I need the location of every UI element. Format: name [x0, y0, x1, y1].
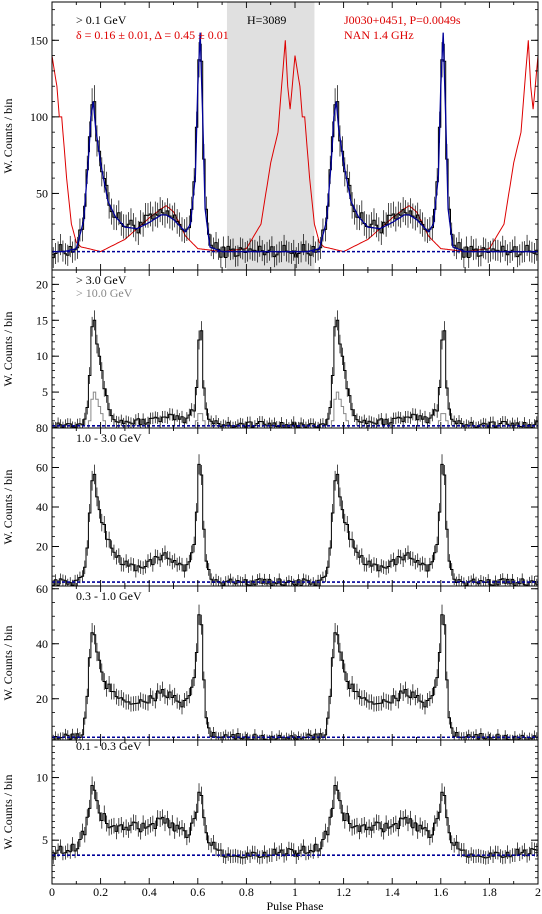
- y-tick-label: 5: [42, 385, 48, 399]
- gamma-profile-histogram: [52, 614, 538, 740]
- x-tick-label: 1.8: [482, 885, 497, 899]
- gamma-profile-histogram: [52, 319, 538, 428]
- y-axis-title: W. Counts / bin: [1, 312, 15, 387]
- h-test-label: H=3089: [247, 13, 286, 27]
- y-tick-label: 10: [36, 771, 48, 785]
- y-axis-title: W. Counts / bin: [1, 626, 15, 701]
- x-tick-label: 1.2: [336, 885, 351, 899]
- x-tick-label: 0.2: [93, 885, 108, 899]
- x-axis-title: Pulse Phase: [267, 899, 324, 913]
- y-tick-label: 20: [36, 692, 48, 706]
- y-tick-label: 150: [30, 33, 48, 47]
- x-tick-label: 2: [535, 885, 541, 899]
- energy-label-panel1: > 0.1 GeV: [76, 13, 127, 27]
- panel-3-plot-area: [52, 454, 538, 586]
- y-tick-label: 40: [36, 500, 48, 514]
- gamma-profile-histogram: [52, 463, 538, 586]
- energy-label-panel2: > 3.0 GeV: [76, 273, 127, 287]
- energy-label-panel4: 0.3 - 1.0 GeV: [76, 589, 142, 603]
- y-tick-label: 100: [30, 110, 48, 124]
- panel-4-plot-area: [52, 604, 538, 740]
- y-tick-label: 10: [36, 349, 48, 363]
- y-axis-title: W. Counts / bin: [1, 775, 15, 850]
- x-tick-label: 1.4: [385, 885, 400, 899]
- x-tick-label: 0.6: [190, 885, 205, 899]
- y-axis-title: W. Counts / bin: [1, 470, 15, 545]
- panel-1-plot-area: [52, 2, 538, 270]
- y-tick-label: 20: [36, 277, 48, 291]
- y-tick-label: 80: [36, 421, 48, 435]
- y-tick-label: 15: [36, 313, 48, 327]
- x-tick-label: 1.6: [433, 885, 448, 899]
- y-tick-label: 40: [36, 637, 48, 651]
- radio-profile-line: [52, 40, 538, 253]
- x-tick-label: 0.4: [142, 885, 157, 899]
- x-tick-label: 1: [292, 885, 298, 899]
- gamma-profile-histogram: [52, 785, 538, 859]
- off-pulse-region: [226, 2, 315, 270]
- y-axis-title: W. Counts / bin: [1, 99, 15, 174]
- x-tick-label: 0: [49, 885, 55, 899]
- fit-parameters-label: δ = 0.16 ± 0.01, Δ = 0.45 ± 0.01: [76, 28, 229, 42]
- overlay-energy-label: > 10.0 GeV: [76, 286, 133, 300]
- panel-5-frame: [51, 739, 539, 885]
- pulsar-name-label: J0030+0451, P=0.0049s: [344, 13, 461, 27]
- energy-label-panel3: 1.0 - 3.0 GeV: [76, 431, 142, 445]
- y-tick-label: 60: [36, 461, 48, 475]
- panel-5-plot-area: [52, 776, 538, 865]
- y-tick-label: 5: [42, 833, 48, 847]
- energy-label-panel5: 0.1 - 0.3 GeV: [76, 739, 142, 753]
- radio-reference-label: NAN 1.4 GHz: [344, 28, 414, 42]
- panel-2-plot-area: [52, 310, 538, 428]
- y-tick-label: 50: [36, 186, 48, 200]
- y-tick-label: 60: [36, 582, 48, 596]
- y-tick-label: 20: [36, 540, 48, 554]
- x-tick-label: 0.8: [239, 885, 254, 899]
- panel-4-frame: [51, 585, 539, 741]
